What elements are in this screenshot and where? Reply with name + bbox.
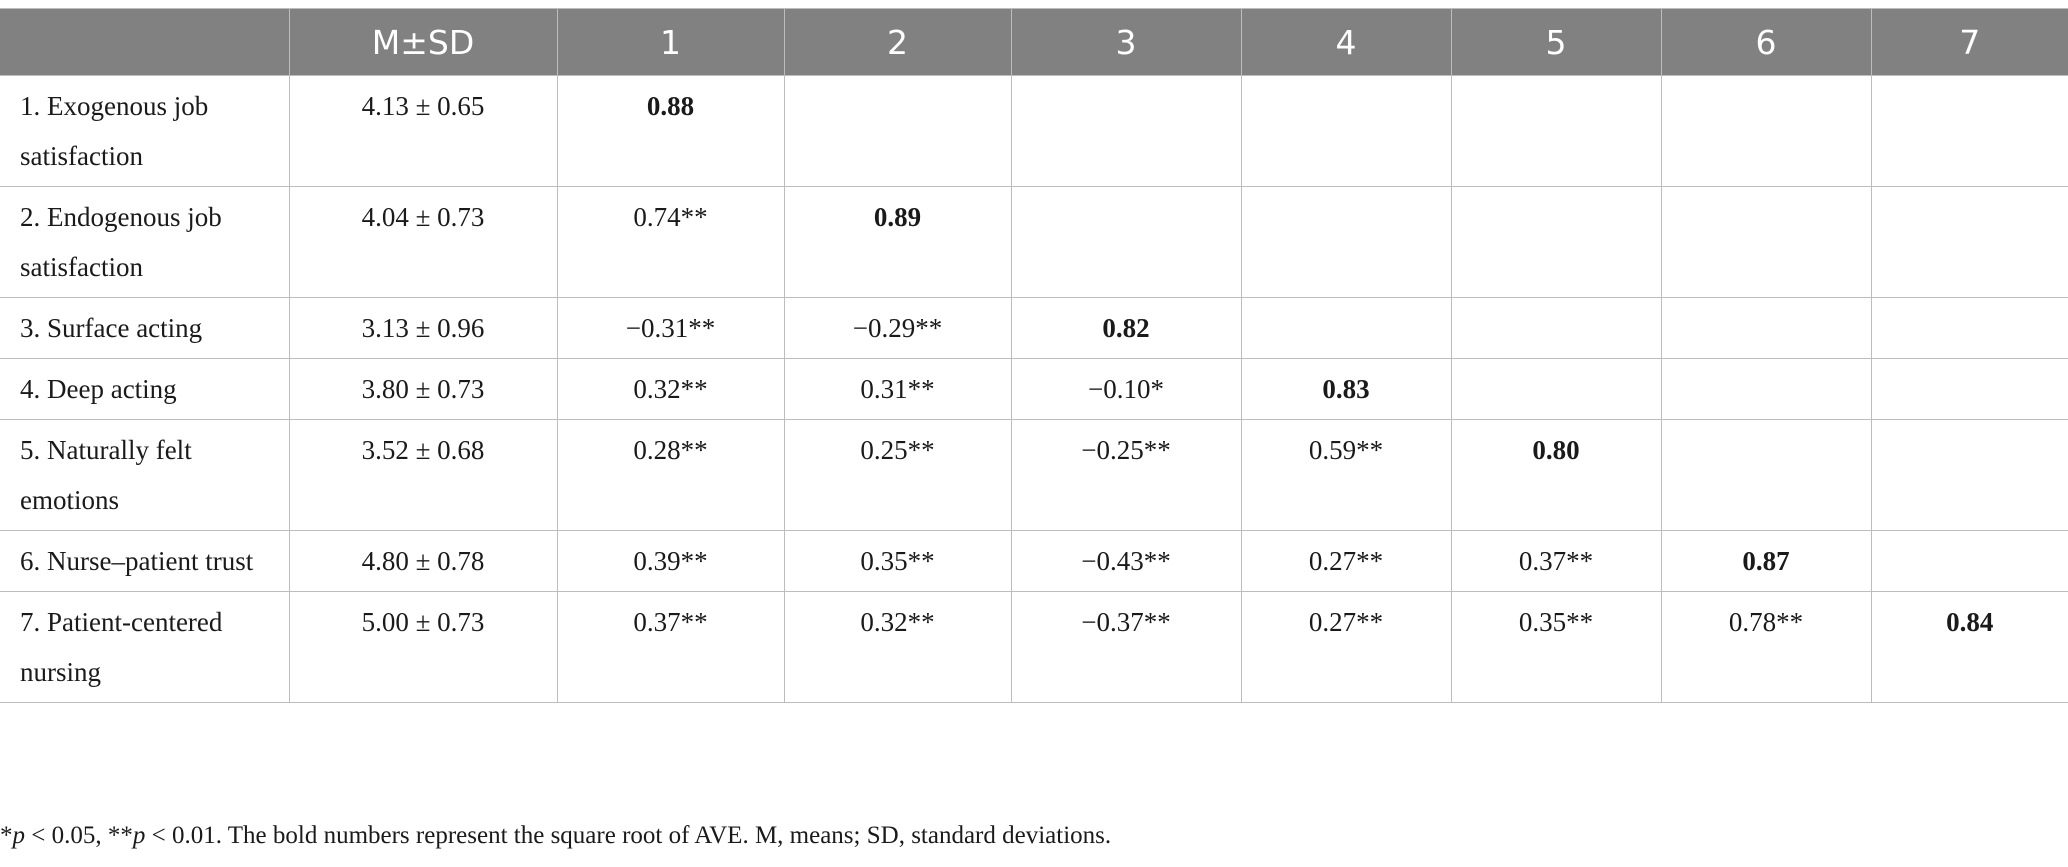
- correlation-cell: 0.32**: [783, 591, 1012, 703]
- correlation-cell: [783, 75, 1012, 187]
- footnote-text-2: < 0.01. The bold numbers represent the s…: [145, 822, 1112, 849]
- correlation-cell: [1240, 75, 1452, 187]
- correlation-cell: 0.37**: [1450, 530, 1662, 592]
- correlation-cell: [1660, 186, 1872, 298]
- table-row: 4. Deep acting 3.80 ± 0.73 0.32** 0.31** −0.…: [0, 358, 2068, 420]
- row-mean-sd: 5.00 ± 0.73: [288, 591, 558, 703]
- row-mean-sd: 3.80 ± 0.73: [288, 358, 558, 420]
- correlation-cell: 0.82: [1010, 297, 1242, 359]
- row-mean-sd: 3.13 ± 0.96: [288, 297, 558, 359]
- header-col-5: 5: [1450, 8, 1662, 76]
- correlation-cell: −0.43**: [1010, 530, 1242, 592]
- row-mean-sd: 4.80 ± 0.78: [288, 530, 558, 592]
- header-mean-sd: M±SD: [288, 8, 558, 76]
- header-col-4: 4: [1240, 8, 1452, 76]
- ave-root-value: 0.84: [1946, 607, 1994, 637]
- correlation-cell: [1010, 186, 1242, 298]
- header-col-1: 1: [556, 8, 785, 76]
- correlation-cell: 0.74**: [556, 186, 785, 298]
- ave-root-value: 0.89: [873, 202, 922, 232]
- footnote-star: *: [0, 822, 13, 849]
- correlation-cell: 0.39**: [556, 530, 785, 592]
- correlation-cell: −0.29**: [783, 297, 1012, 359]
- correlation-cell: 0.31**: [783, 358, 1012, 420]
- footnote-p-symbol-2: p: [132, 822, 146, 849]
- footnote-text-1: < 0.05, **: [25, 822, 133, 849]
- correlation-cell: 0.88: [556, 75, 785, 187]
- table-row: 3. Surface acting 3.13 ± 0.96 −0.31** −0.29…: [0, 297, 2068, 359]
- header-row: M±SD 1 2 3 4 5 6 7: [0, 8, 2068, 76]
- row-label: 1. Exogenous job satisfaction: [0, 75, 290, 187]
- table-row: 7. Patient-centered nursing 5.00 ± 0.73 0.…: [0, 591, 2068, 703]
- row-label: 5. Naturally felt emotions: [0, 419, 290, 531]
- row-mean-sd: 3.52 ± 0.68: [288, 419, 558, 531]
- correlation-cell: [1870, 186, 2068, 298]
- header-col-7: 7: [1870, 8, 2068, 76]
- correlation-cell: 0.87: [1660, 530, 1872, 592]
- ave-root-value: 0.83: [1322, 374, 1370, 404]
- correlation-cell: [1240, 297, 1452, 359]
- correlation-cell: 0.80: [1450, 419, 1662, 531]
- row-mean-sd: 4.04 ± 0.73: [288, 186, 558, 298]
- correlation-cell: 0.37**: [556, 591, 785, 703]
- row-label: 6. Nurse–patient trust: [0, 530, 290, 592]
- header-col-6: 6: [1660, 8, 1872, 76]
- row-label: 4. Deep acting: [0, 358, 290, 420]
- correlation-cell: 0.59**: [1240, 419, 1452, 531]
- correlation-cell: −0.25**: [1010, 419, 1242, 531]
- correlation-cell: 0.27**: [1240, 530, 1452, 592]
- correlation-cell: −0.37**: [1010, 591, 1242, 703]
- ave-root-value: 0.87: [1742, 546, 1790, 576]
- correlation-cell: 0.35**: [783, 530, 1012, 592]
- correlation-cell: [1870, 75, 2068, 187]
- correlation-cell: 0.35**: [1450, 591, 1662, 703]
- correlation-cell: 0.28**: [556, 419, 785, 531]
- correlation-cell: [1660, 358, 1872, 420]
- row-label: 2. Endogenous job satisfaction: [0, 186, 290, 298]
- ave-root-value: 0.82: [1102, 313, 1150, 343]
- table-body: 1. Exogenous job satisfaction 4.13 ± 0.65…: [0, 75, 2068, 703]
- row-label: 7. Patient-centered nursing: [0, 591, 290, 703]
- ave-root-value: 0.80: [1532, 435, 1580, 465]
- correlation-cell: 0.83: [1240, 358, 1452, 420]
- ave-root-value: 0.88: [646, 91, 695, 121]
- table-row: 2. Endogenous job satisfaction 4.04 ± 0.7…: [0, 186, 2068, 298]
- correlation-cell: [1010, 75, 1242, 187]
- correlation-cell: −0.31**: [556, 297, 785, 359]
- correlation-cell: [1660, 75, 1872, 187]
- correlation-cell: [1870, 530, 2068, 592]
- correlation-cell: [1660, 297, 1872, 359]
- correlation-cell: 0.78**: [1660, 591, 1872, 703]
- correlation-cell: [1870, 358, 2068, 420]
- correlation-cell: 0.25**: [783, 419, 1012, 531]
- table-row: 1. Exogenous job satisfaction 4.13 ± 0.65…: [0, 75, 2068, 187]
- correlation-cell: [1240, 186, 1452, 298]
- correlation-cell: 0.27**: [1240, 591, 1452, 703]
- correlation-cell: [1450, 75, 1662, 187]
- table-row: 6. Nurse–patient trust 4.80 ± 0.78 0.39** 0…: [0, 530, 2068, 592]
- correlation-cell: [1450, 186, 1662, 298]
- correlation-table: M±SD 1 2 3 4 5 6 7 1. Exogenous job satisfactio…: [0, 8, 2068, 703]
- header-col-3: 3: [1010, 8, 1242, 76]
- correlation-cell: [1450, 358, 1662, 420]
- row-label: 3. Surface acting: [0, 297, 290, 359]
- correlation-cell: [1870, 419, 2068, 531]
- header-col-2: 2: [783, 8, 1012, 76]
- correlation-cell: −0.10*: [1010, 358, 1242, 420]
- correlation-cell: [1870, 297, 2068, 359]
- row-mean-sd: 4.13 ± 0.65: [288, 75, 558, 187]
- correlation-cell: [1660, 419, 1872, 531]
- footnote-p-symbol: p: [12, 822, 26, 849]
- correlation-cell: [1450, 297, 1662, 359]
- correlation-cell: 0.32**: [556, 358, 785, 420]
- header-corner: [0, 8, 290, 76]
- table-row: 5. Naturally felt emotions 3.52 ± 0.68 0.2…: [0, 419, 2068, 531]
- correlation-cell: 0.84: [1870, 591, 2068, 703]
- table-footnote: *p < 0.05, **p < 0.01. The bold numbers …: [0, 822, 1111, 850]
- correlation-cell: 0.89: [783, 186, 1012, 298]
